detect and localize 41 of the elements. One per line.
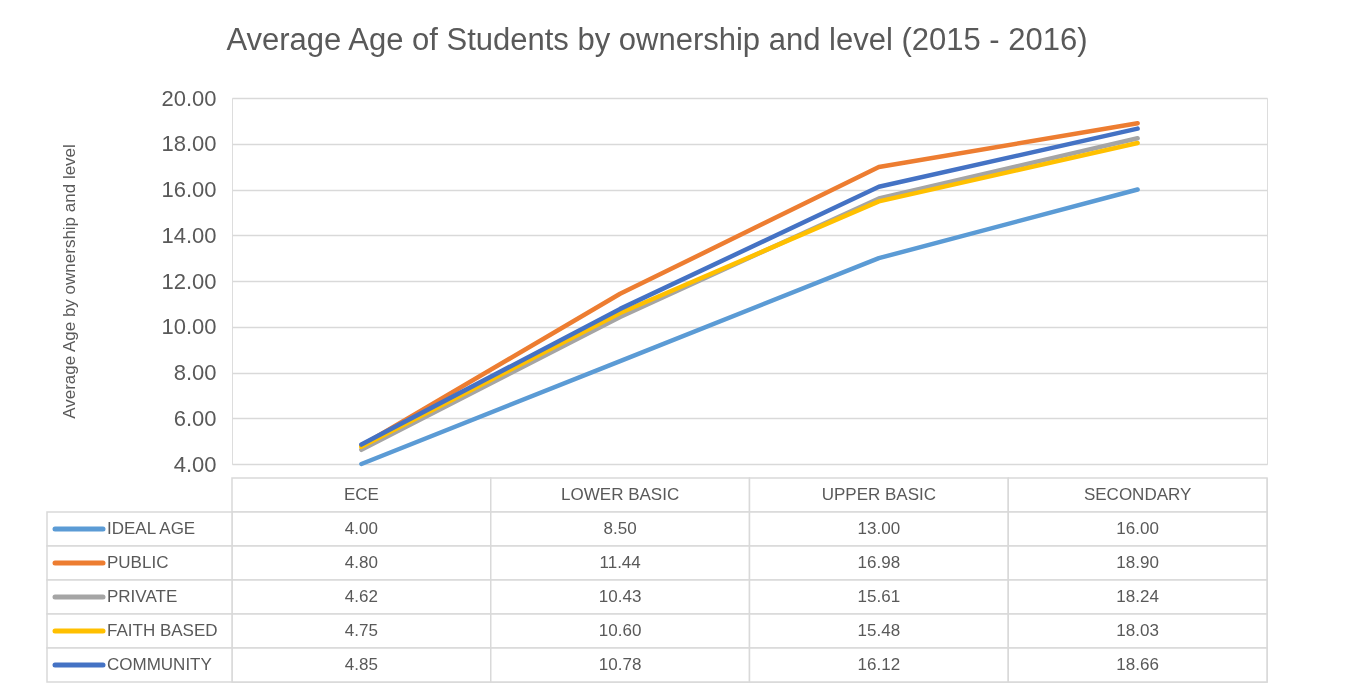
x-tick-label: ECE bbox=[343, 485, 379, 504]
legend-label: FAITH BASED bbox=[107, 621, 218, 640]
data-label: 4.80 bbox=[344, 553, 378, 572]
y-tick-label: 12.00 bbox=[161, 268, 217, 294]
x-tick-label: UPPER BASIC bbox=[821, 485, 937, 504]
x-tick-label: SECONDARY bbox=[1083, 485, 1192, 504]
y-tick-label: 16.00 bbox=[161, 177, 217, 202]
line-series bbox=[359, 187, 1140, 467]
data-label: 16.98 bbox=[857, 553, 901, 572]
y-tick-label: 20.00 bbox=[161, 85, 217, 111]
data-label: 16.12 bbox=[857, 655, 901, 674]
y-tick-label: 18.00 bbox=[161, 131, 217, 157]
y-tick-label: 10.00 bbox=[161, 314, 217, 340]
data-label: 15.48 bbox=[857, 621, 901, 640]
data-label: 13.00 bbox=[857, 519, 901, 538]
data-label: 4.75 bbox=[344, 621, 378, 640]
legend-label: IDEAL AGE bbox=[107, 519, 196, 538]
data-label: 18.90 bbox=[1116, 553, 1159, 572]
data-label: 10.60 bbox=[598, 621, 642, 640]
x-tick-label: LOWER BASIC bbox=[561, 485, 680, 504]
data-label: 11.44 bbox=[599, 553, 641, 572]
data-label: 18.24 bbox=[1116, 587, 1159, 606]
legend-label: PUBLIC bbox=[107, 553, 169, 572]
data-label: 10.78 bbox=[598, 655, 642, 674]
data-label: 16.00 bbox=[1116, 519, 1159, 538]
legend-label: COMMUNITY bbox=[107, 655, 212, 674]
data-label: 4.00 bbox=[344, 519, 378, 538]
data-label: 18.03 bbox=[1116, 621, 1159, 640]
y-tick-label: 4.00 bbox=[173, 451, 217, 477]
data-label: 18.66 bbox=[1116, 655, 1159, 674]
data-label: 15.61 bbox=[857, 587, 901, 606]
data-label: 10.43 bbox=[598, 587, 642, 606]
legend-label: PRIVATE bbox=[107, 587, 178, 606]
y-tick-label: 8.00 bbox=[173, 360, 217, 385]
data-label: 4.62 bbox=[344, 587, 378, 606]
y-tick-label: 14.00 bbox=[161, 222, 217, 248]
y-tick-label: 6.00 bbox=[173, 405, 217, 431]
y-axis-title: Average Age by ownership and level bbox=[60, 144, 80, 419]
data-label: 4.85 bbox=[344, 655, 378, 674]
chart-title: Average Age of Students by ownership and level (2015 - 2016) bbox=[226, 21, 1088, 57]
data-label: 8.50 bbox=[603, 519, 637, 538]
